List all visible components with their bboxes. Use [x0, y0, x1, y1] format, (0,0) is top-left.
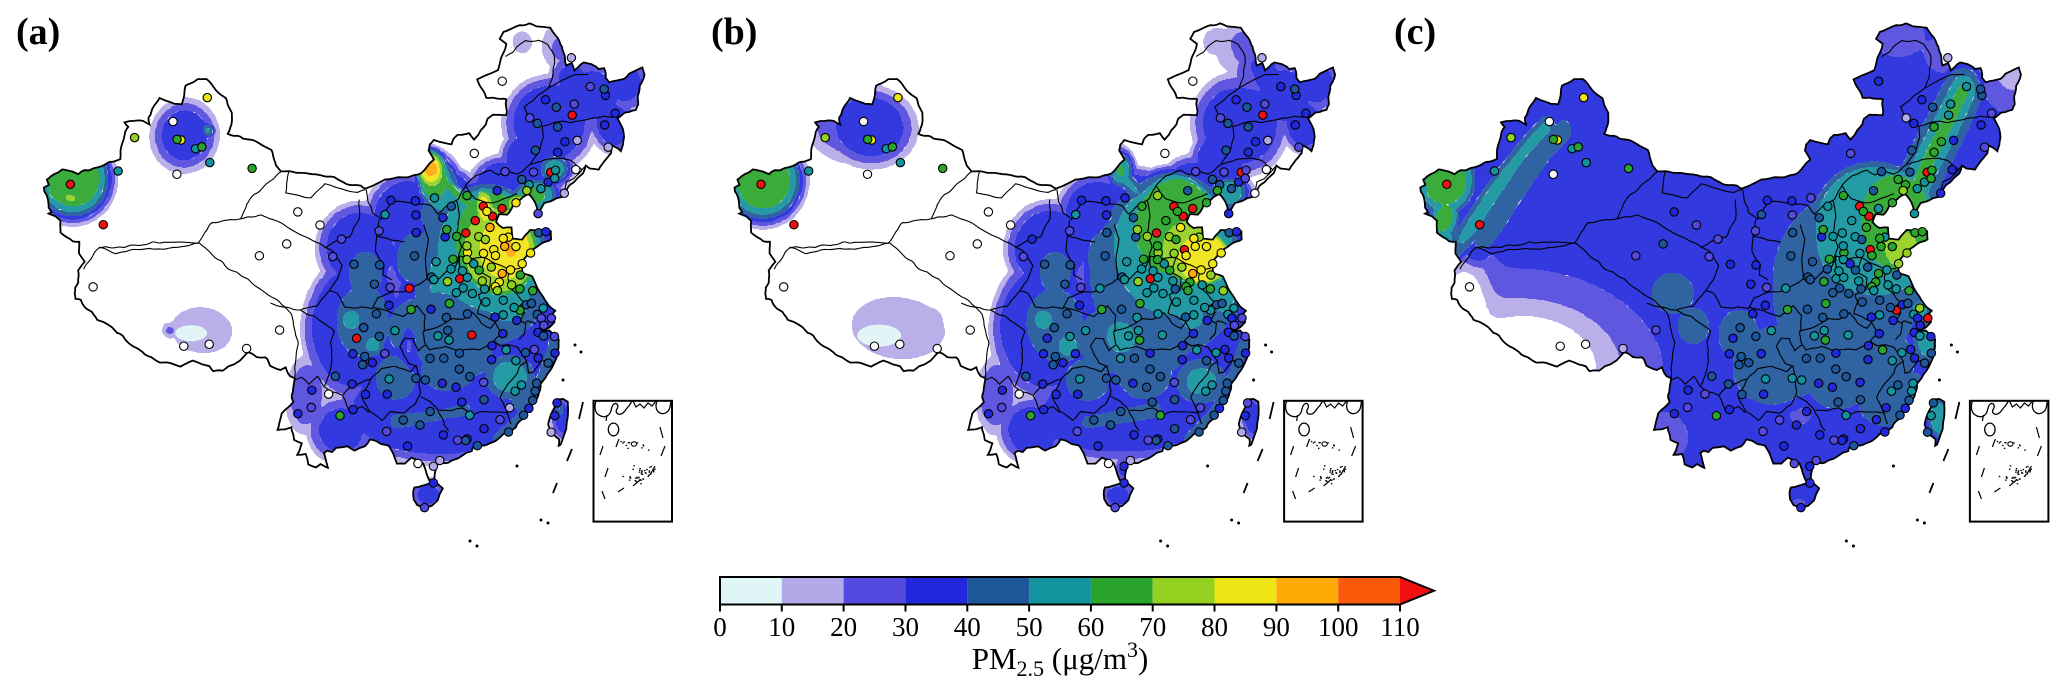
svg-text:50: 50 [1016, 612, 1043, 642]
svg-text:40: 40 [954, 612, 981, 642]
svg-text:60: 60 [1077, 612, 1104, 642]
svg-text:100: 100 [1318, 612, 1359, 642]
svg-text:90: 90 [1263, 612, 1290, 642]
svg-text:(b): (b) [711, 11, 757, 53]
svg-text:80: 80 [1201, 612, 1228, 642]
svg-text:10: 10 [768, 612, 795, 642]
svg-text:(c): (c) [1394, 11, 1436, 53]
svg-text:70: 70 [1139, 612, 1166, 642]
svg-text:(a): (a) [16, 11, 60, 53]
svg-text:110: 110 [1380, 612, 1420, 642]
svg-text:0: 0 [713, 612, 727, 642]
svg-text:20: 20 [830, 612, 857, 642]
svg-text:30: 30 [892, 612, 919, 642]
svg-text:PM2.5 (μg/m3): PM2.5 (μg/m3) [972, 637, 1149, 681]
